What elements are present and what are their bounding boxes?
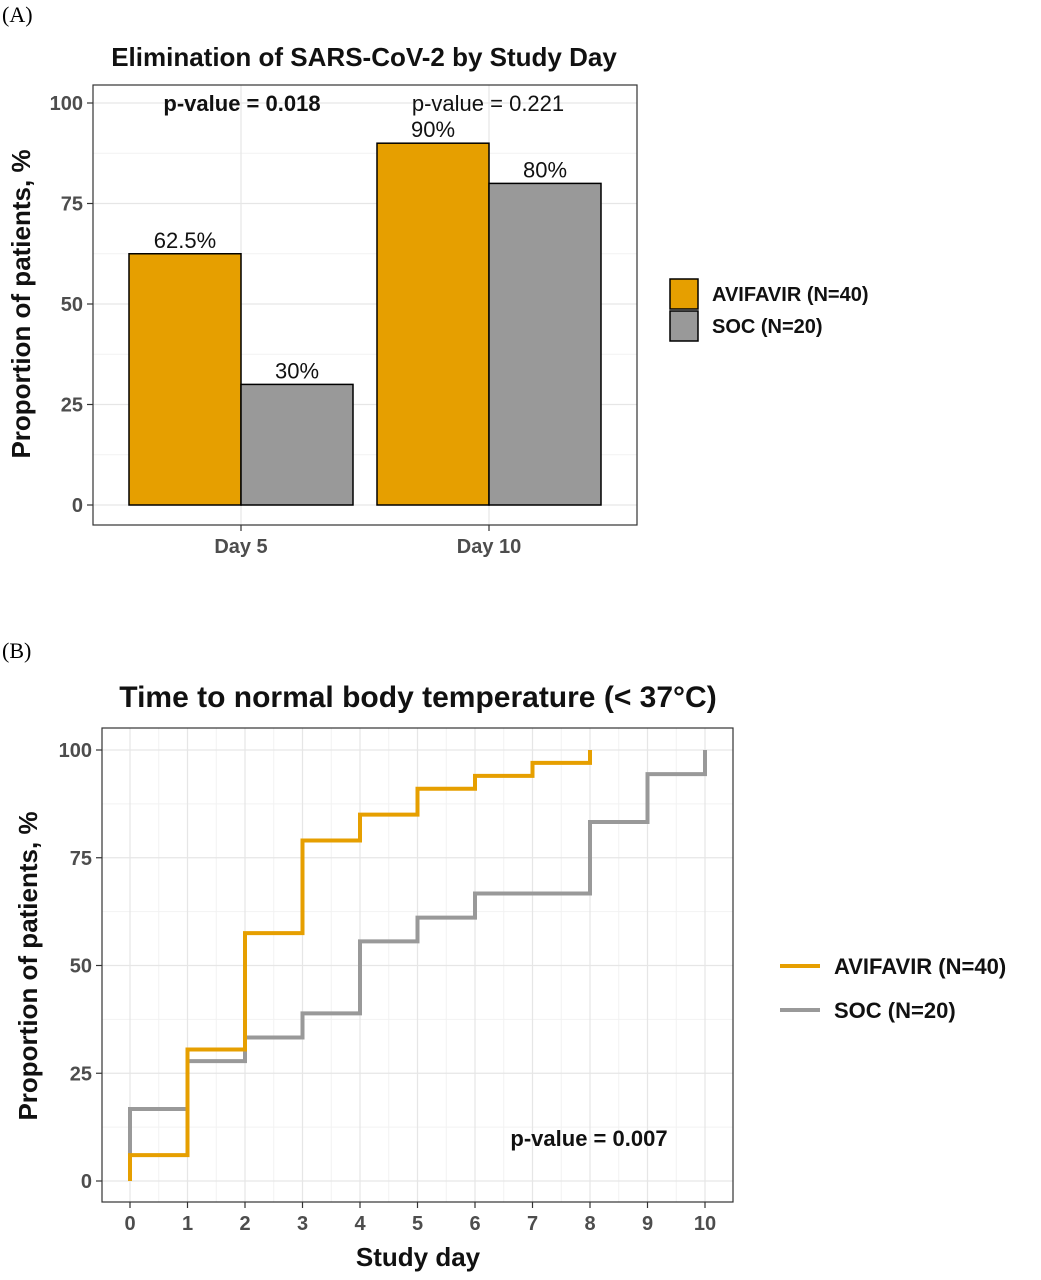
bar xyxy=(488,182,602,506)
y-tick-label: 100 xyxy=(50,93,83,115)
chart-b-title: Time to normal body temperature (< 37°C) xyxy=(119,681,716,714)
chart-a-legend: AVIFAVIR (N=40) SOC (N=20) xyxy=(669,278,869,342)
y-tick-label: 75 xyxy=(70,848,92,870)
series-line-avifavir xyxy=(128,750,592,1181)
bar-value-label: 62.5% xyxy=(154,228,216,253)
y-tick-label: 0 xyxy=(81,1171,92,1193)
p-value-day10: p-value = 0.221 xyxy=(412,91,564,116)
y-tick-label: 0 xyxy=(72,495,83,517)
p-value-day5: p-value = 0.018 xyxy=(163,91,320,116)
chart-a-bars: 62.5% 90% 30% 80% xyxy=(128,117,602,506)
x-tick-label: Day 10 xyxy=(457,536,522,558)
bar xyxy=(128,253,242,506)
chart-a: 62.5% 90% 30% 80% 0 25 50 75 100 Day 5 Day 10 xyxy=(50,84,638,558)
bar xyxy=(376,142,490,506)
x-tick-label: 7 xyxy=(527,1213,538,1235)
chart-a-y-axis-label: Proportion of patients, % xyxy=(6,149,36,458)
bar xyxy=(240,383,354,506)
chart-a-panel-border xyxy=(92,84,638,526)
chart-a-title: Elimination of SARS-CoV-2 by Study Day xyxy=(111,42,617,72)
x-tick-label: 1 xyxy=(182,1213,193,1235)
y-tick-label: 100 xyxy=(59,740,92,762)
y-tick-label: 25 xyxy=(70,1063,92,1085)
chart-b-y-axis-label: Proportion of patients, % xyxy=(13,811,43,1120)
x-tick-label: 6 xyxy=(469,1213,480,1235)
y-tick-label: 75 xyxy=(61,194,83,216)
panel-a-label: (A) xyxy=(2,2,33,27)
x-tick-label: 8 xyxy=(584,1213,595,1235)
legend-a-label-avifavir: AVIFAVIR (N=40) xyxy=(712,284,869,306)
x-tick-label: 4 xyxy=(354,1213,366,1235)
x-tick-label: 3 xyxy=(297,1213,308,1235)
x-tick-label: Day 5 xyxy=(214,536,267,558)
x-tick-label: 2 xyxy=(239,1213,250,1235)
legend-a-swatch-avifavir xyxy=(669,278,699,310)
y-tick-label: 50 xyxy=(61,294,83,316)
chart-b-lines xyxy=(128,750,707,1181)
x-tick-label: 9 xyxy=(642,1213,653,1235)
series-line-soc xyxy=(128,750,707,1181)
x-tick-label: 0 xyxy=(124,1213,135,1235)
chart-a-axes: 0 25 50 75 100 Day 5 Day 10 xyxy=(50,84,638,558)
bar-value-label: 90% xyxy=(411,117,455,142)
chart-b: 0 25 50 75 100 0 1 2 3 4 5 6 7 8 9 10 xyxy=(59,727,734,1235)
chart-b-x-axis-label: Study day xyxy=(356,1242,481,1272)
chart-b-legend: AVIFAVIR (N=40) SOC (N=20) xyxy=(780,954,1006,1023)
p-value-temperature: p-value = 0.007 xyxy=(510,1126,667,1151)
chart-b-grid xyxy=(102,728,733,1202)
x-tick-label: 5 xyxy=(412,1213,423,1235)
chart-b-axes: 0 25 50 75 100 0 1 2 3 4 5 6 7 8 9 10 xyxy=(59,727,734,1235)
legend-b-label-avifavir: AVIFAVIR (N=40) xyxy=(834,954,1006,979)
bar-value-label: 80% xyxy=(523,157,567,182)
legend-a-label-soc: SOC (N=20) xyxy=(712,316,823,338)
legend-a-swatch-soc xyxy=(669,310,699,342)
x-tick-label: 10 xyxy=(694,1213,716,1235)
panel-b-label: (B) xyxy=(2,638,31,663)
y-tick-label: 50 xyxy=(70,956,92,978)
y-tick-label: 25 xyxy=(61,395,83,417)
legend-b-label-soc: SOC (N=20) xyxy=(834,998,956,1023)
bar-value-label: 30% xyxy=(275,358,319,383)
